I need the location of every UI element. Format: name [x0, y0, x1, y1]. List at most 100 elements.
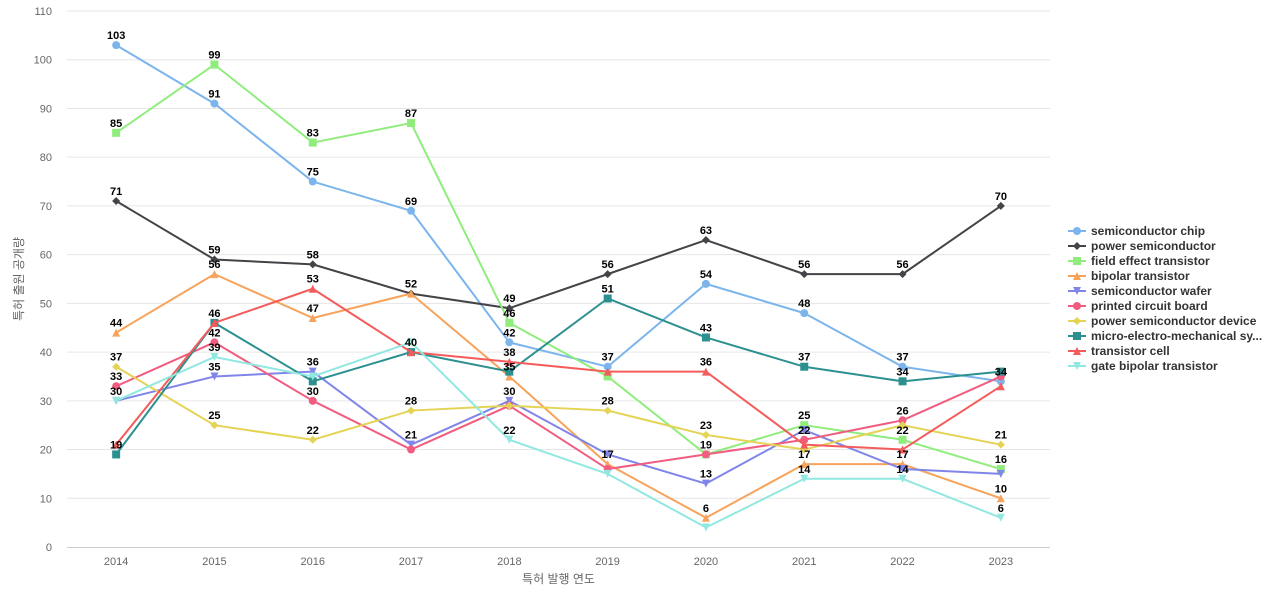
data-point[interactable] — [898, 474, 907, 483]
data-point[interactable] — [308, 396, 317, 405]
data-point[interactable] — [210, 270, 219, 279]
series-line[interactable] — [115, 200, 1002, 310]
data-point[interactable] — [112, 382, 121, 391]
series-line[interactable] — [115, 287, 1002, 451]
data-point[interactable] — [898, 445, 907, 454]
data-point[interactable] — [701, 236, 710, 245]
data-point[interactable] — [505, 435, 514, 444]
data-point[interactable] — [701, 513, 710, 522]
data-point[interactable] — [603, 406, 612, 415]
series-line[interactable] — [115, 297, 1001, 456]
data-point[interactable] — [701, 430, 710, 439]
data-point[interactable] — [898, 362, 907, 371]
data-point[interactable] — [407, 119, 416, 128]
series-line[interactable] — [115, 44, 1001, 383]
data-point[interactable] — [210, 372, 219, 381]
data-point[interactable] — [898, 377, 907, 386]
data-point[interactable] — [112, 440, 121, 449]
data-point[interactable] — [800, 460, 809, 469]
legend-item[interactable]: transistor cell — [1068, 343, 1278, 358]
data-point[interactable] — [407, 348, 416, 357]
series-semiconductor-chip[interactable] — [112, 41, 1005, 386]
series-field-effect-transistor[interactable] — [112, 60, 1005, 474]
series-line[interactable] — [115, 341, 1002, 529]
series-power-semiconductor-device[interactable] — [112, 362, 1005, 454]
data-point[interactable] — [800, 440, 809, 449]
data-point[interactable] — [800, 362, 809, 371]
data-point[interactable] — [308, 377, 317, 386]
legend-item[interactable]: semiconductor wafer — [1068, 283, 1278, 298]
data-point[interactable] — [112, 362, 121, 371]
data-point[interactable] — [603, 270, 612, 279]
data-point[interactable] — [996, 440, 1005, 449]
data-point[interactable] — [505, 304, 514, 313]
data-point[interactable] — [210, 352, 219, 361]
data-point[interactable] — [603, 450, 612, 459]
data-point[interactable] — [505, 357, 514, 366]
data-point[interactable] — [407, 445, 416, 454]
data-point[interactable] — [308, 313, 317, 322]
data-point[interactable] — [112, 450, 121, 459]
data-point[interactable] — [505, 372, 514, 381]
data-point[interactable] — [800, 435, 809, 444]
data-point[interactable] — [603, 367, 612, 376]
series-semiconductor-wafer[interactable] — [112, 367, 1005, 488]
data-point[interactable] — [603, 362, 612, 371]
data-point[interactable] — [701, 523, 710, 532]
data-point[interactable] — [996, 469, 1005, 478]
data-point[interactable] — [800, 270, 809, 279]
data-point[interactable] — [407, 406, 416, 415]
legend-item[interactable]: power semiconductor — [1068, 238, 1278, 253]
data-point[interactable] — [308, 372, 317, 381]
data-point[interactable] — [505, 338, 514, 347]
data-point[interactable] — [898, 465, 907, 474]
data-point[interactable] — [996, 382, 1005, 391]
data-point[interactable] — [112, 41, 121, 50]
data-point[interactable] — [505, 396, 514, 405]
legend-item[interactable]: bipolar transistor — [1068, 268, 1278, 283]
data-point[interactable] — [701, 367, 710, 376]
legend-item[interactable]: gate bipolar transistor — [1068, 358, 1278, 373]
data-point[interactable] — [996, 367, 1005, 376]
series-line[interactable] — [115, 273, 1002, 519]
data-point[interactable] — [996, 513, 1005, 522]
data-point[interactable] — [603, 469, 612, 478]
data-point[interactable] — [407, 338, 416, 347]
series-line[interactable] — [115, 341, 1002, 471]
data-point[interactable] — [210, 421, 219, 430]
series-micro-electro-mechanical-system[interactable] — [112, 294, 1005, 459]
series-transistor-cell[interactable] — [112, 284, 1005, 454]
data-point[interactable] — [898, 416, 907, 425]
data-point[interactable] — [898, 421, 907, 430]
data-point[interactable] — [308, 260, 317, 269]
data-point[interactable] — [112, 396, 121, 405]
data-point[interactable] — [308, 177, 317, 186]
series-bipolar-transistor[interactable] — [112, 270, 1005, 522]
data-point[interactable] — [112, 197, 121, 206]
data-point[interactable] — [701, 450, 710, 459]
data-point[interactable] — [308, 367, 317, 376]
data-point[interactable] — [800, 474, 809, 483]
data-point[interactable] — [505, 401, 514, 410]
data-point[interactable] — [210, 99, 219, 108]
data-point[interactable] — [210, 255, 219, 264]
legend-item[interactable]: field effect transistor — [1068, 253, 1278, 268]
data-point[interactable] — [210, 318, 219, 327]
legend-item[interactable]: printed circuit board — [1068, 298, 1278, 313]
data-point[interactable] — [112, 328, 121, 337]
legend-item[interactable]: power semiconductor device — [1068, 313, 1278, 328]
series-line[interactable] — [115, 365, 1002, 451]
series-line[interactable] — [115, 63, 1002, 470]
data-point[interactable] — [407, 440, 416, 449]
data-point[interactable] — [112, 128, 121, 137]
data-point[interactable] — [308, 435, 317, 444]
data-point[interactable] — [701, 333, 710, 342]
data-point[interactable] — [800, 426, 809, 435]
data-point[interactable] — [308, 138, 317, 147]
series-line[interactable] — [115, 370, 1001, 485]
data-point[interactable] — [996, 494, 1005, 503]
data-point[interactable] — [505, 318, 514, 327]
legend-item[interactable]: semiconductor chip — [1068, 223, 1278, 238]
data-point[interactable] — [505, 367, 514, 376]
data-point[interactable] — [996, 201, 1005, 210]
